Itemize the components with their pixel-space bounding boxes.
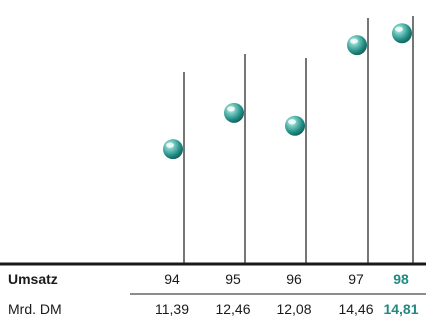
category-label-94: 94 — [164, 271, 180, 287]
category-labels: 94 95 96 97 98 — [164, 271, 409, 287]
ball-marker-98 — [392, 23, 412, 43]
ball-highlight-96 — [288, 119, 296, 124]
value-labels: 11,39 12,46 12,08 14,46 14,81 — [155, 301, 419, 317]
balls-group — [163, 23, 412, 159]
ball-marker-95 — [224, 103, 244, 123]
category-label-98: 98 — [393, 271, 409, 287]
unit-label: Mrd. DM — [8, 301, 62, 317]
category-label-97: 97 — [348, 271, 364, 287]
row-header-umsatz: Umsatz — [8, 271, 58, 287]
value-label-94: 11,39 — [155, 301, 189, 317]
ball-highlight-97 — [350, 38, 358, 43]
value-label-97: 14,46 — [338, 301, 373, 317]
stems-group — [184, 16, 413, 264]
ball-highlight-95 — [227, 106, 235, 111]
ball-marker-97 — [347, 35, 367, 55]
ball-marker-96 — [285, 116, 305, 136]
value-label-96: 12,08 — [276, 301, 311, 317]
ball-highlight-98 — [395, 27, 403, 32]
category-label-96: 96 — [286, 271, 302, 287]
ball-marker-94 — [163, 139, 183, 159]
ball-highlight-94 — [166, 143, 174, 148]
value-label-98: 14,81 — [383, 301, 418, 317]
value-label-95: 12,46 — [215, 301, 250, 317]
category-label-95: 95 — [225, 271, 241, 287]
